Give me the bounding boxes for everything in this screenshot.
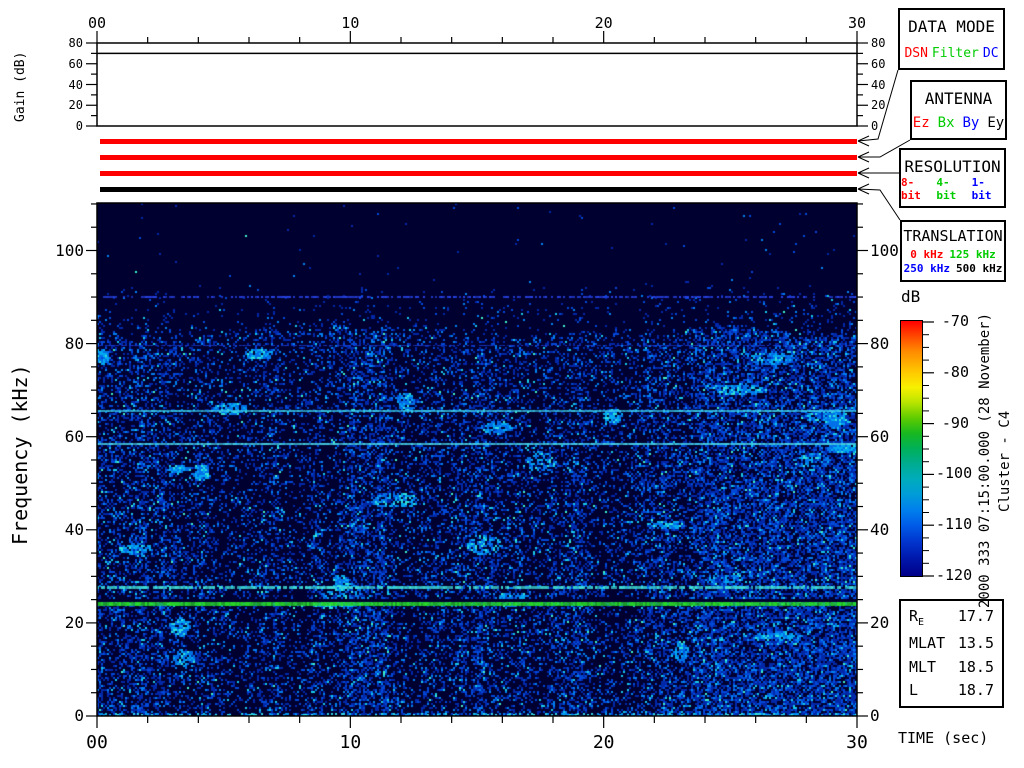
- data-mode-box: DATA MODE DSN Filter DC: [898, 8, 1005, 70]
- translation-box: TRANSLATION 0 kHz 125 kHz 250 kHz 500 kH…: [900, 220, 1006, 282]
- freq-tick-label-right: 80: [870, 333, 890, 353]
- resolution-options: 8-bit 4-bit 1-bit: [901, 176, 1004, 202]
- gain-tick-label-left: 80: [68, 36, 83, 50]
- resolution-box: RESOLUTION 8-bit 4-bit 1-bit: [899, 148, 1006, 208]
- gain-axis-label: Gain (dB): [13, 51, 28, 122]
- freq-tick-label-right: 20: [870, 612, 890, 632]
- translation-option-0khz: 0 kHz: [910, 248, 944, 261]
- translation-options: 0 kHz 125 kHz 250 kHz 500 kHz: [904, 248, 1003, 276]
- resolution-option-1bit: 1-bit: [971, 176, 992, 202]
- antenna-title: ANTENNA: [924, 89, 993, 108]
- freq-tick-label-left: 80: [64, 333, 84, 353]
- gain-tick-label-right: 60: [871, 56, 886, 71]
- freq-tick-label-left: 60: [64, 426, 84, 446]
- re-value: 17.7: [957, 607, 994, 625]
- top-time-tick-label: 30: [847, 14, 867, 32]
- freq-tick-label-left: 0: [74, 706, 84, 725]
- spectrogram-canvas: [97, 203, 857, 716]
- bottom-time-tick-label: 30: [846, 732, 868, 753]
- colorbar-tick-label: -70: [941, 312, 969, 330]
- freq-tick-label-right: 0: [870, 706, 880, 725]
- data-mode-option-filter: Filter: [931, 46, 979, 61]
- antenna-bar: [100, 155, 857, 160]
- data-mode-bar: [100, 139, 857, 144]
- colorbar-tick-label: -80: [941, 362, 969, 381]
- freq-tick-label-left: 100: [55, 240, 84, 260]
- ephemeris-box: RE 17.7 MLAT 13.5 MLT 18.5 L 18.7: [899, 599, 1004, 708]
- freq-tick-label-right: 100: [870, 240, 899, 260]
- mlat-label: MLAT: [909, 634, 946, 653]
- info-row-re: RE 17.7: [909, 609, 994, 628]
- colorbar: [900, 320, 923, 577]
- gain-tick-label-right: 0: [871, 119, 879, 133]
- bottom-time-tick-label: 20: [592, 732, 615, 753]
- freq-tick-label-right: 40: [870, 519, 890, 539]
- translation-option-125khz: 125 kHz: [949, 248, 996, 261]
- info-row-mlt: MLT 18.5: [909, 657, 994, 676]
- info-row-mlat: MLAT 13.5: [909, 636, 994, 651]
- gain-tick-label-left: 40: [68, 77, 83, 92]
- data-mode-title: DATA MODE: [908, 17, 995, 36]
- gain-tick-label-left: 20: [68, 98, 83, 113]
- colorbar-tick-label: -110: [936, 515, 973, 534]
- data-mode-option-dsn: DSN: [904, 46, 928, 61]
- bottom-time-tick-label: 00: [86, 732, 108, 753]
- top-time-tick-label: 10: [341, 14, 360, 32]
- colorbar-tick-label: -120: [936, 566, 973, 584]
- freq-tick-label-left: 40: [64, 519, 84, 539]
- freq-tick-label-right: 60: [870, 426, 890, 446]
- antenna-option-by: By: [962, 115, 980, 131]
- resolution-title: RESOLUTION: [904, 157, 1001, 176]
- data-mode-option-dc: DC: [982, 46, 999, 61]
- translation-title: TRANSLATION: [903, 227, 1003, 245]
- frequency-axis-label: Frequency (kHz): [8, 364, 32, 545]
- translation-bar: [100, 187, 857, 192]
- data-mode-options: DSN Filter DC: [904, 46, 998, 61]
- info-row-l: L 18.7: [909, 680, 994, 699]
- gain-tick-label-left: 0: [75, 119, 83, 133]
- colorbar-tick-label: -100: [936, 464, 973, 483]
- antenna-box: ANTENNA Ez Bx By Ey: [910, 80, 1007, 140]
- re-label: RE: [909, 607, 925, 628]
- antenna-options: Ez Bx By Ey: [913, 115, 1004, 131]
- l-value: 18.7: [957, 680, 994, 699]
- antenna-option-ez: Ez: [912, 115, 930, 131]
- gain-tick-label-right: 80: [871, 36, 886, 50]
- mlt-label: MLT: [909, 657, 937, 676]
- freq-tick-label-left: 20: [64, 612, 84, 632]
- gain-tick-label-left: 60: [68, 56, 83, 71]
- gain-tick-label-right: 20: [871, 98, 886, 113]
- antenna-option-ey: Ey: [987, 115, 1005, 131]
- colorbar-unit-label: dB: [901, 287, 921, 306]
- spacecraft-vertical-text: Cluster - C4: [997, 410, 1013, 512]
- datetime-vertical-text: 2000 333 07:15:00.000 (28 November): [977, 312, 993, 608]
- colorbar-tick-label: -90: [941, 413, 969, 432]
- top-time-tick-label: 00: [87, 14, 107, 32]
- l-label: L: [909, 680, 919, 699]
- top-time-tick-label: 20: [594, 14, 613, 32]
- antenna-option-bx: Bx: [937, 115, 955, 131]
- bottom-time-tick-label: 10: [339, 732, 362, 753]
- resolution-option-8bit: 8-bit: [901, 176, 921, 202]
- resolution-option-4bit: 4-bit: [936, 176, 957, 202]
- translation-option-250khz: 250 kHz: [903, 262, 950, 275]
- mlt-value: 18.5: [957, 657, 994, 676]
- translation-option-500khz: 500 kHz: [956, 262, 1003, 275]
- time-axis-label: TIME (sec): [898, 729, 989, 747]
- mlat-value: 13.5: [957, 634, 994, 653]
- resolution-bar: [100, 171, 857, 176]
- gain-tick-label-right: 40: [871, 77, 886, 92]
